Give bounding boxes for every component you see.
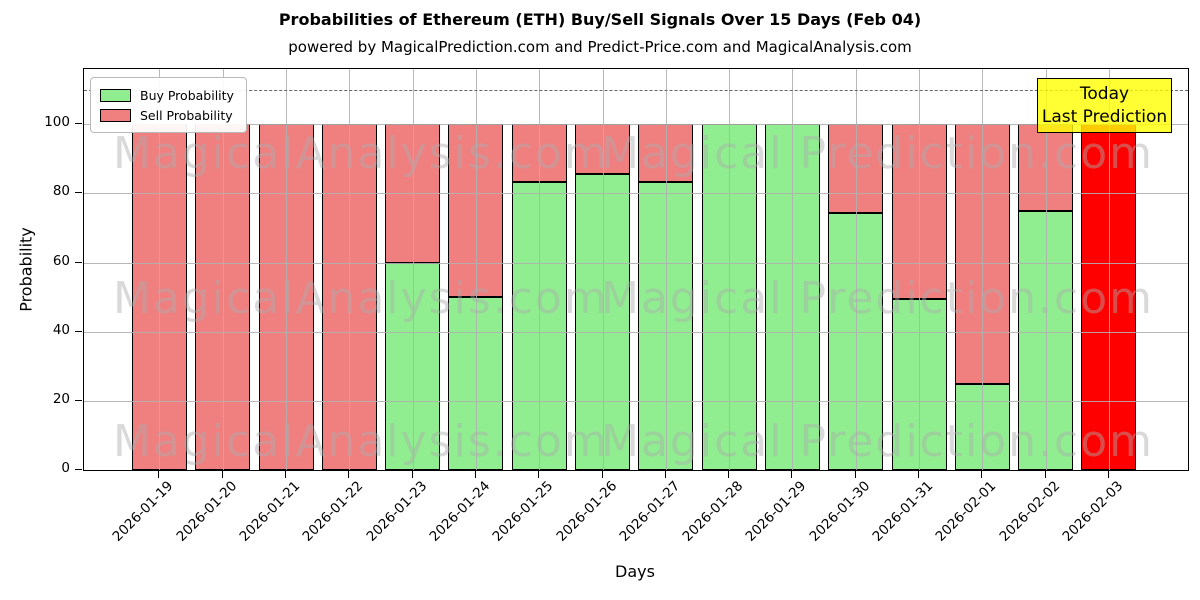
v-gridline (222, 69, 224, 470)
watermark-analysis: MagicalAnalysis.com (113, 416, 609, 467)
v-gridline (159, 69, 161, 470)
x-tick-mark (411, 470, 413, 478)
v-gridline (539, 69, 541, 470)
legend: Buy Probability Sell Probability (90, 77, 247, 133)
y-tick-mark (75, 192, 82, 194)
v-gridline (665, 69, 667, 470)
watermark-prediction: Magical Prediction.com (601, 128, 1154, 179)
watermark-analysis: MagicalAnalysis.com (113, 273, 609, 324)
v-gridline (602, 69, 604, 470)
x-tick-mark (854, 470, 856, 478)
sell-swatch-icon (100, 108, 131, 122)
watermark-prediction: Magical Prediction.com (601, 273, 1154, 324)
v-gridline (1108, 69, 1110, 470)
v-gridline (919, 69, 920, 470)
h-gridline (84, 193, 1188, 195)
h-gridline (84, 262, 1188, 264)
y-tick-mark (75, 261, 82, 263)
y-tick-mark (75, 399, 82, 401)
x-tick-mark (348, 470, 350, 478)
dashed-threshold-line (84, 89, 1188, 91)
legend-label-sell: Sell Probability (140, 107, 233, 123)
x-tick-mark (1044, 470, 1046, 478)
x-tick-mark (158, 470, 160, 478)
watermark-prediction: Magical Prediction.com (601, 416, 1154, 467)
plot-area: MagicalAnalysis.com Magical Prediction.co… (83, 68, 1189, 471)
chart-subtitle: powered by MagicalPrediction.com and Pre… (288, 38, 912, 56)
x-tick-mark (474, 470, 476, 478)
x-tick-mark (601, 470, 603, 478)
v-gridline (412, 69, 414, 470)
y-tick-mark (75, 469, 82, 470)
x-tick-mark (728, 470, 730, 478)
h-gridline (84, 400, 1188, 402)
today-annotation: Today Last Prediction (1037, 78, 1172, 133)
y-tick-label: 100 (44, 114, 70, 131)
y-tick-mark (75, 330, 82, 332)
v-gridline (349, 69, 351, 470)
h-gridline (84, 331, 1188, 333)
legend-item-buy: Buy Probability (100, 85, 234, 105)
x-tick-mark (981, 470, 983, 478)
y-axis-label: Probability (16, 227, 36, 312)
watermark-analysis: MagicalAnalysis.com (113, 128, 609, 179)
v-gridline (982, 69, 984, 470)
x-tick-mark (664, 470, 666, 478)
v-gridline (792, 69, 794, 470)
today-annotation-line1: Today (1079, 83, 1130, 104)
y-tick-label: 20 (52, 390, 70, 407)
v-gridline (729, 69, 731, 470)
v-gridline (475, 69, 477, 470)
y-tick-label: 40 (52, 321, 70, 338)
y-tick-label: 60 (52, 252, 70, 269)
x-axis-label: Days (615, 562, 655, 581)
v-gridline (286, 69, 287, 470)
legend-item-sell: Sell Probability (100, 105, 234, 125)
y-tick-mark (75, 123, 82, 125)
x-tick-mark (1107, 470, 1109, 478)
buy-swatch-icon (100, 88, 131, 102)
x-tick-mark (791, 470, 793, 478)
legend-label-buy: Buy Probability (140, 87, 234, 103)
today-annotation-line2: Last Prediction (1041, 106, 1168, 127)
v-gridline (1045, 69, 1047, 470)
v-gridline (855, 69, 857, 470)
x-tick-mark (221, 470, 223, 478)
h-gridline (84, 124, 1188, 126)
y-tick-label: 80 (52, 183, 70, 200)
chart-title: Probabilities of Ethereum (ETH) Buy/Sell… (278, 10, 922, 29)
y-tick-label: 0 (61, 460, 70, 476)
x-tick-mark (918, 470, 919, 478)
x-tick-mark (285, 470, 286, 478)
x-tick-mark (538, 470, 540, 478)
